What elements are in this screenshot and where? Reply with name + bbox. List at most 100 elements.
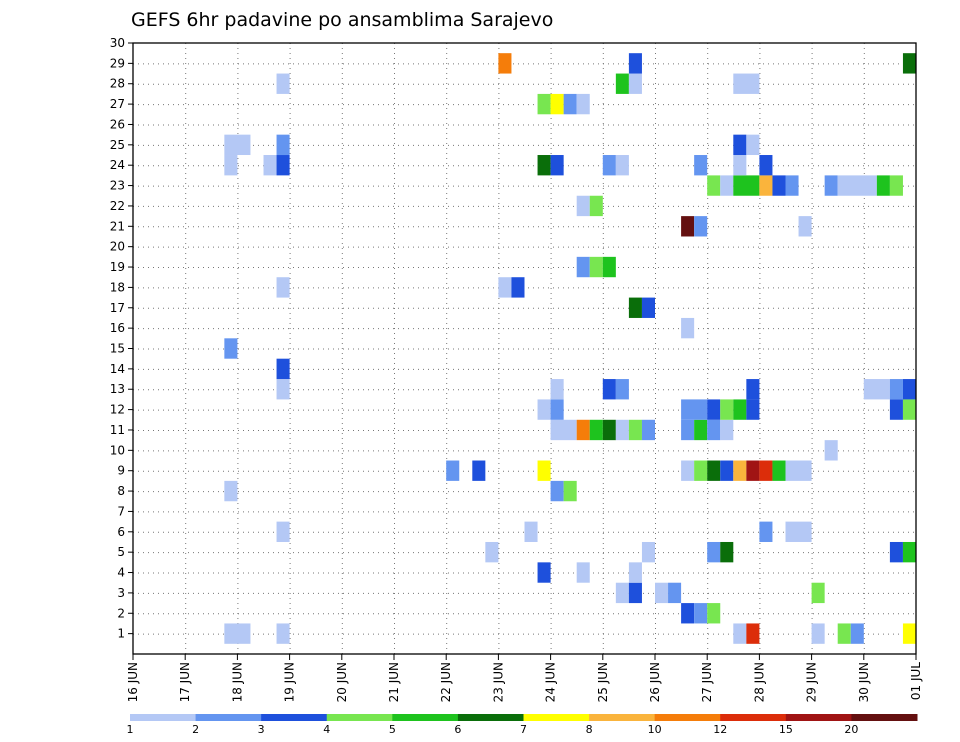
heatmap-cell xyxy=(707,460,721,481)
heatmap-cell xyxy=(707,175,721,196)
heatmap-cell xyxy=(733,134,747,156)
heatmap-cell xyxy=(602,155,616,176)
colorbar-segment xyxy=(523,714,590,721)
colorbar-segment xyxy=(195,714,262,721)
heatmap-cell xyxy=(733,460,747,481)
heatmap-cell xyxy=(537,460,551,481)
y-tick-label: 22 xyxy=(110,199,125,213)
heatmap-cell xyxy=(863,379,890,400)
x-tick-label: 21 JUN xyxy=(387,662,401,702)
heatmap-cell xyxy=(876,175,890,196)
data-cells xyxy=(224,53,916,644)
y-tick-label: 27 xyxy=(110,97,125,111)
heatmap-cell xyxy=(537,93,551,115)
heatmap-cell xyxy=(772,175,786,196)
y-tick-label: 21 xyxy=(110,219,125,233)
heatmap-cell xyxy=(889,175,903,196)
colorbar-segment xyxy=(654,714,721,721)
heatmap-cell xyxy=(733,155,747,176)
x-tick-label: 29 JUN xyxy=(805,662,819,702)
heatmap-cell xyxy=(628,297,642,318)
heatmap-cell xyxy=(276,155,290,176)
heatmap-cell xyxy=(615,379,629,400)
heatmap-cell xyxy=(446,460,460,481)
x-tick-label: 16 JUN xyxy=(126,662,140,702)
heatmap-cell xyxy=(746,134,760,156)
x-tick-label: 17 JUN xyxy=(178,662,192,702)
colorbar-label: 2 xyxy=(192,723,199,736)
heatmap-cell xyxy=(733,175,760,196)
heatmap-cell xyxy=(276,379,290,400)
heatmap-cell xyxy=(889,379,903,400)
heatmap-cell xyxy=(550,93,564,115)
heatmap-cell xyxy=(276,277,290,298)
heatmap-cell xyxy=(550,419,577,441)
heatmap-cell xyxy=(824,175,838,196)
colorbar-segment xyxy=(457,714,524,721)
colorbar-label: 12 xyxy=(713,723,727,736)
heatmap-cell xyxy=(576,419,590,441)
heatmap-cell xyxy=(681,603,695,624)
heatmap-cell xyxy=(589,195,603,217)
x-tick-label: 22 JUN xyxy=(439,662,453,702)
heatmap-cell xyxy=(759,175,773,196)
grid-lines xyxy=(133,43,916,654)
heatmap-cell xyxy=(485,541,499,563)
heatmap-cell xyxy=(589,256,603,278)
x-axis: 16 JUN 17 JUN 18 JUN 19 JUN 20 JUN 21 JUN 22 J… xyxy=(126,654,923,702)
heatmap-cell xyxy=(276,623,290,644)
heatmap-cell xyxy=(837,175,877,196)
heatmap-cell xyxy=(902,399,916,420)
heatmap-cell xyxy=(498,53,512,74)
y-tick-label: 17 xyxy=(110,301,125,315)
heatmap-cell xyxy=(563,480,577,502)
heatmap-cell xyxy=(694,603,708,624)
heatmap-cell xyxy=(550,379,564,400)
heatmap-cell xyxy=(785,460,812,481)
heatmap-cell xyxy=(628,53,642,74)
heatmap-cell xyxy=(655,582,669,604)
heatmap-cell xyxy=(694,155,708,176)
heatmap-cell xyxy=(902,379,916,400)
heatmap-cell xyxy=(811,623,825,644)
y-tick-label: 4 xyxy=(117,566,125,580)
heatmap-cell xyxy=(785,521,812,542)
heatmap-cell xyxy=(811,582,825,604)
colorbar-label: 3 xyxy=(258,723,265,736)
y-tick-label: 5 xyxy=(117,545,125,559)
y-tick-label: 18 xyxy=(110,280,125,294)
heatmap-cell xyxy=(668,582,682,604)
x-tick-label: 26 JUN xyxy=(648,662,662,702)
heatmap-cell xyxy=(824,440,838,461)
x-tick-label: 20 JUN xyxy=(335,662,349,702)
heatmap-cell xyxy=(641,297,655,318)
colorbar-segment xyxy=(326,714,393,721)
heatmap-cell xyxy=(550,480,564,502)
heatmap-cell xyxy=(707,419,721,441)
y-tick-label: 15 xyxy=(110,342,125,356)
heatmap-cell xyxy=(550,155,564,176)
heatmap-cell xyxy=(798,216,812,237)
y-tick-label: 3 xyxy=(117,586,125,600)
heatmap-cell xyxy=(681,460,695,481)
heatmap-cell xyxy=(628,73,642,94)
y-tick-label: 10 xyxy=(110,443,125,457)
heatmap-cell xyxy=(733,623,747,644)
heatmap-cell xyxy=(746,623,760,644)
heatmap-cell xyxy=(628,419,642,441)
heatmap-cell xyxy=(615,155,629,176)
colorbar-label: 7 xyxy=(520,723,527,736)
heatmap-cell xyxy=(707,603,721,624)
colorbar-segment xyxy=(785,714,852,721)
heatmap-cell xyxy=(681,399,708,420)
colorbar-label: 5 xyxy=(389,723,396,736)
y-tick-label: 6 xyxy=(117,525,125,539)
chart-title: GEFS 6hr padavine po ansamblima Sarajevo xyxy=(131,9,553,31)
heatmap-cell xyxy=(576,562,590,583)
colorbar-segment xyxy=(392,714,459,721)
colorbar-label: 6 xyxy=(454,723,461,736)
y-tick-label: 30 xyxy=(110,36,125,50)
y-tick-label: 28 xyxy=(110,77,125,91)
y-tick-label: 19 xyxy=(110,260,125,274)
